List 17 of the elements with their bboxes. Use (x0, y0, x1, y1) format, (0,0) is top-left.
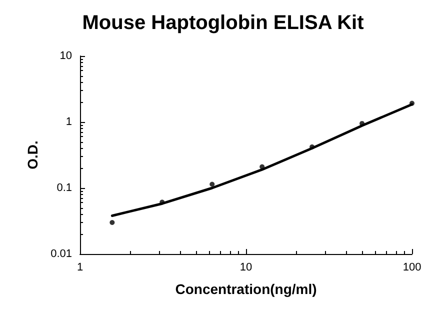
y-tick-label: 0.01 (50, 248, 72, 260)
y-tick-label: 10 (60, 50, 72, 62)
point (110, 220, 115, 226)
point (260, 164, 265, 170)
point (310, 144, 315, 150)
x-tick-label: 10 (240, 262, 252, 274)
y-axis-title: O.D. (24, 140, 41, 170)
point (410, 100, 414, 106)
x-axis-title: Concentration(ng/ml) (175, 281, 317, 297)
point (160, 200, 165, 205)
x-tick-label: 100 (402, 262, 422, 274)
chart-title: Mouse Haptoglobin ELISA Kit (82, 12, 364, 34)
y-tick-label: 1 (66, 116, 72, 128)
point (360, 120, 365, 126)
point (210, 182, 215, 187)
x-tick-label: 1 (76, 262, 84, 274)
y-tick-label: 0.1 (56, 182, 72, 194)
